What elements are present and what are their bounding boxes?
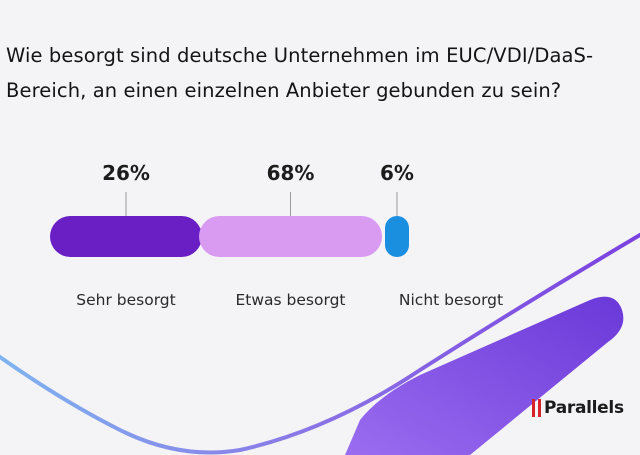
bar-segment-etwas-besorgt: [199, 216, 382, 257]
parallels-logo: Parallels: [532, 396, 624, 420]
parallels-bars-icon: [532, 399, 541, 417]
category-label-sehr-besorgt: Sehr besorgt: [76, 291, 175, 309]
value-label-etwas-besorgt: 68%: [267, 161, 315, 185]
swoosh-band: [345, 296, 624, 455]
category-label-nicht-besorgt: Nicht besorgt: [399, 291, 503, 309]
value-label-sehr-besorgt: 26%: [102, 161, 150, 185]
brand-name: Parallels: [544, 398, 624, 418]
bar-segment-nicht-besorgt: [385, 216, 409, 257]
value-label-nicht-besorgt: 6%: [380, 161, 414, 185]
bar-segment-sehr-besorgt: [50, 216, 202, 257]
swoosh-thin: [0, 232, 640, 455]
chart-title: Wie besorgt sind deutsche Unternehmen im…: [6, 44, 594, 102]
category-label-etwas-besorgt: Etwas besorgt: [236, 291, 346, 309]
